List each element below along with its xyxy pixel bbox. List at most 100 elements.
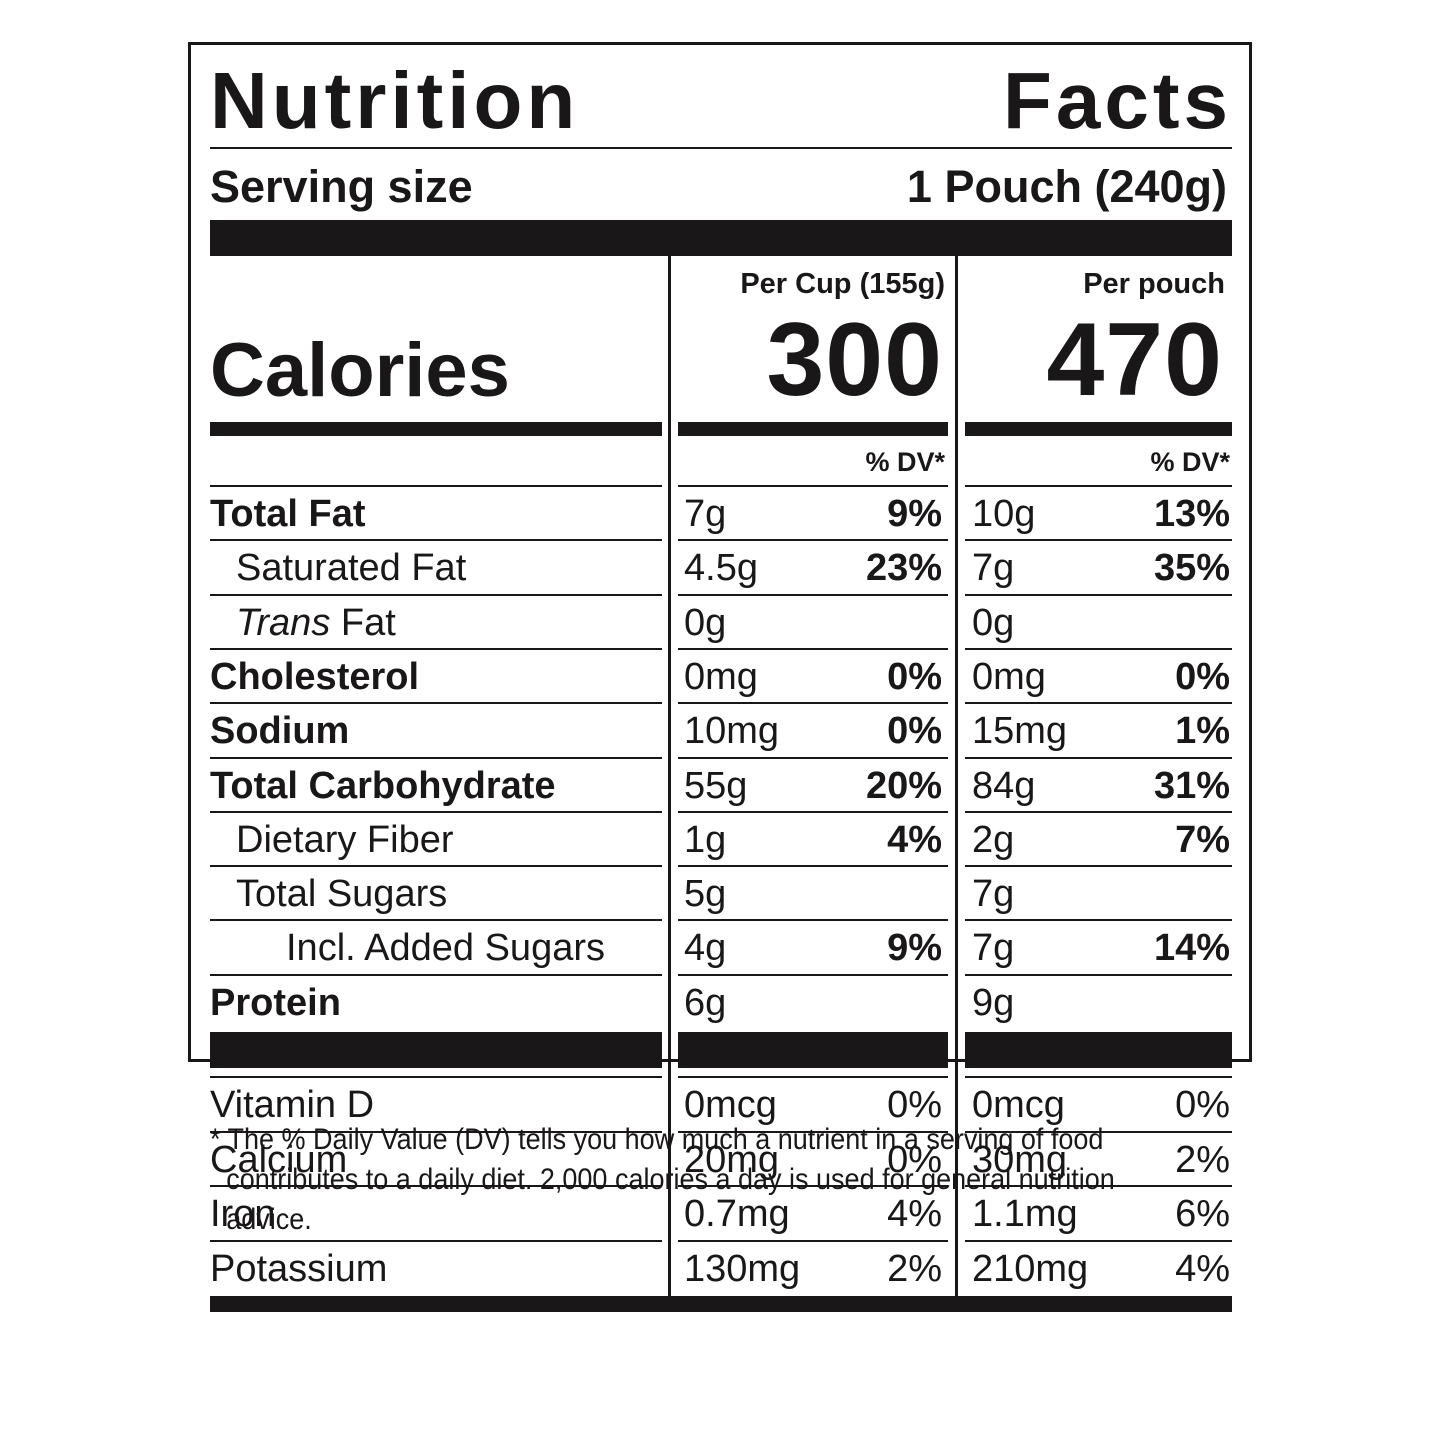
- row-divider: [210, 539, 662, 542]
- cup-daily-value: 0%: [887, 655, 942, 698]
- pouch-amount: 84g: [972, 764, 1036, 807]
- nutrient-label: Cholesterol: [210, 655, 420, 698]
- pouch-daily-value: 13%: [1153, 493, 1230, 535]
- cup-amount: 0mcg: [684, 1084, 777, 1126]
- nutrient-row: Protein 6g 9g: [210, 976, 1232, 1030]
- row-divider: [678, 865, 948, 868]
- cup-daily-value: 9%: [887, 927, 942, 970]
- nutrient-row: Total Sugars 5g 7g: [210, 867, 1232, 921]
- calories-label: Calories: [210, 328, 510, 413]
- cup-amount: 10mg: [684, 710, 780, 753]
- row-divider: [678, 1076, 948, 1078]
- pouch-daily-value: 1%: [1175, 710, 1230, 753]
- thick-divider-bottom: [210, 1296, 1232, 1312]
- row-divider: [965, 539, 1232, 542]
- nutrient-label: Iron: [210, 1193, 276, 1235]
- cup-amount: 0.7mg: [684, 1193, 790, 1235]
- row-divider: [965, 593, 1232, 596]
- nutrient-label: Incl. Added Sugars: [286, 927, 605, 970]
- calories-divider-1: [210, 422, 662, 436]
- row-divider: [678, 1239, 948, 1242]
- micronutrient-row: Iron 0.7mg 4% 1.1mg 6%: [210, 1187, 1232, 1241]
- pouch-amount: 0mcg: [972, 1084, 1065, 1126]
- footnote: * The % Daily Value (DV) tells you how m…: [210, 1120, 1137, 1240]
- pouch-amount: 210mg: [972, 1247, 1089, 1290]
- nutrient-label-italic: Trans: [236, 601, 331, 644]
- row-divider: [210, 756, 662, 759]
- row-divider: [210, 1239, 662, 1242]
- column-header-cup: Per Cup (155g): [740, 268, 945, 300]
- cup-daily-value: 20%: [865, 764, 942, 807]
- nutrient-label: Vitamin D: [210, 1084, 375, 1126]
- pouch-amount: 15mg: [972, 710, 1068, 753]
- pouch-daily-value: 0%: [1175, 1084, 1230, 1126]
- cup-amount: 4.5g: [684, 547, 758, 590]
- nutrient-row: Total Fat 7g 9% 10g 13%: [210, 487, 1232, 541]
- nutrient-row: Trans Fat 0g 0g: [210, 596, 1232, 650]
- row-divider: [965, 1239, 1232, 1242]
- row-divider: [210, 1130, 662, 1133]
- micronutrient-row: Calcium 20mg 0% 30mg 2%: [210, 1133, 1232, 1187]
- cup-daily-value: 0%: [887, 1084, 942, 1126]
- nutrient-label: Total Fat: [210, 493, 366, 535]
- pouch-amount: 1.1mg: [972, 1193, 1078, 1235]
- row-divider: [210, 865, 662, 868]
- row-divider: [210, 1076, 662, 1078]
- title-word-1: Nutrition: [210, 56, 580, 145]
- pouch-amount: 7g: [972, 927, 1015, 970]
- pouch-amount: 30mg: [972, 1138, 1068, 1181]
- row-divider: [210, 702, 662, 705]
- nutrient-row: Sodium 10mg 0% 15mg 1%: [210, 704, 1232, 758]
- cup-amount: 130mg: [684, 1247, 801, 1290]
- pouch-daily-value: 6%: [1175, 1193, 1230, 1235]
- thick-divider-mid-3: [965, 1032, 1232, 1068]
- row-divider: [965, 647, 1232, 650]
- column-separator-1: [668, 256, 671, 1296]
- nutrient-label: Total Carbohydrate: [210, 764, 556, 807]
- cup-daily-value: 9%: [887, 493, 942, 535]
- pouch-amount: 2g: [972, 818, 1015, 861]
- calories-pouch-value: 470: [1046, 302, 1223, 418]
- nutrient-row: Total Carbohydrate 55g 20% 84g 31%: [210, 759, 1232, 813]
- pouch-daily-value: 0%: [1175, 655, 1230, 698]
- pouch-daily-value: 31%: [1153, 764, 1230, 807]
- nutrient-label: Potassium: [210, 1247, 388, 1290]
- nutrient-label: Sodium: [210, 710, 350, 753]
- pouch-amount: 0mg: [972, 655, 1046, 698]
- nutrient-row: Dietary Fiber 1g 4% 2g 7%: [210, 813, 1232, 867]
- pouch-daily-value: 14%: [1153, 927, 1230, 970]
- micronutrient-row: Potassium 130mg 2% 210mg 4%: [210, 1242, 1232, 1296]
- cup-daily-value: 23%: [865, 547, 942, 590]
- row-divider: [678, 485, 948, 487]
- row-divider: [965, 485, 1232, 487]
- row-divider: [678, 1185, 948, 1187]
- row-divider: [678, 810, 948, 813]
- nutrient-label: Saturated Fat: [236, 547, 467, 590]
- row-divider: [210, 485, 662, 487]
- cup-amount: 0g: [684, 601, 727, 644]
- row-divider: [965, 1130, 1232, 1133]
- pouch-daily-value: 2%: [1175, 1138, 1230, 1181]
- cup-amount: 55g: [684, 764, 748, 807]
- cup-daily-value: 0%: [887, 1138, 942, 1181]
- title-divider: [210, 147, 1232, 149]
- row-divider: [678, 593, 948, 596]
- nutrient-label: Calcium: [210, 1138, 348, 1181]
- row-divider: [965, 810, 1232, 813]
- cup-amount: 0mg: [684, 655, 758, 698]
- row-divider: [965, 865, 1232, 868]
- thick-divider-mid-2: [678, 1032, 948, 1068]
- cup-amount: 7g: [684, 493, 727, 535]
- row-divider: [678, 1130, 948, 1133]
- row-divider: [678, 702, 948, 705]
- dv-header-pouch: % DV*: [1150, 447, 1230, 477]
- row-divider: [678, 973, 948, 976]
- row-divider: [965, 702, 1232, 705]
- cup-daily-value: 0%: [887, 710, 942, 753]
- cup-amount: 20mg: [684, 1138, 780, 1181]
- row-divider: [210, 1185, 662, 1187]
- pouch-daily-value: 4%: [1175, 1247, 1230, 1290]
- label-title: Nutrition Facts: [210, 58, 1232, 144]
- row-divider: [965, 756, 1232, 759]
- row-divider: [210, 593, 662, 596]
